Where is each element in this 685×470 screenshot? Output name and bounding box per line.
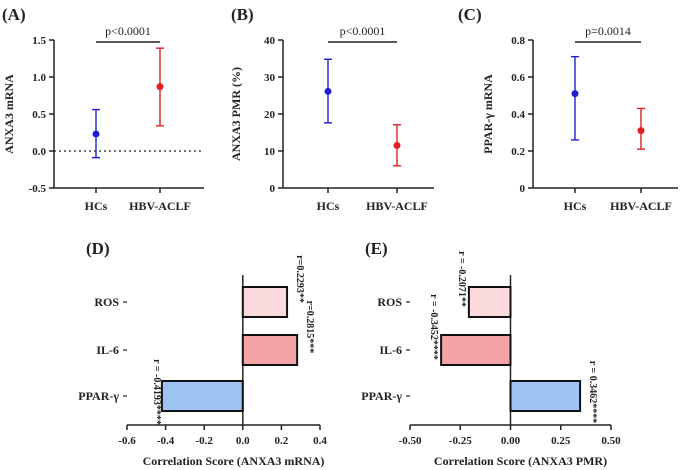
x-category-label: HCs (85, 199, 108, 213)
y-tick-label: 0.2 (511, 146, 525, 158)
errorbar-panel-0: (A) -0.5 0.0 0.5 1.0 1.5 ANXA3 mRNA HCs HBV-ACLF… (2, 5, 204, 213)
x-tick-label: 0.25 (551, 435, 571, 447)
mean-point (156, 83, 164, 91)
panel-label: (E) (365, 239, 388, 258)
r-value-label: r = -0.2071** (456, 251, 467, 307)
errorbar-panel-1: (B) 0 10 20 30 40 ANXA3 PMR (%) HCs HBV-ACLF p<0.… (229, 5, 434, 213)
r-value-label: r=0.2293** (294, 255, 305, 303)
y-tick-label: 0.5 (32, 109, 46, 121)
x-tick-label: 0.00 (501, 435, 521, 447)
x-tick-label: 0.4 (313, 435, 327, 447)
y-category-label: ROS (377, 295, 402, 309)
y-tick-label: 30 (264, 72, 276, 84)
y-tick-label: 1.5 (32, 35, 46, 47)
mean-point (637, 127, 645, 135)
correlation-panel-4: (E) -0.50 -0.25 0.00 0.25 0.50 Correlation Sco… (361, 239, 621, 468)
p-value-label: p<0.0001 (105, 24, 151, 38)
x-tick-label: -0.25 (449, 435, 472, 447)
x-tick-label: 0.50 (601, 435, 621, 447)
correlation-bar (467, 286, 512, 318)
r-value-label: r = -0.4193**** (151, 359, 162, 425)
correlation-bar (241, 334, 299, 366)
y-tick-label: 0.0 (32, 146, 46, 158)
y-category-label: IL-6 (379, 343, 402, 357)
y-tick-label: 1.0 (32, 72, 46, 84)
x-tick-label: 0.0 (236, 435, 250, 447)
y-tick-label: -0.5 (29, 183, 47, 195)
r-value-label: r = -0.3452**** (428, 294, 439, 360)
errorbar-panel-2: (C) 0 0.2 0.4 0.6 0.8 PPAR-γ mRNA HCs HBV-ACLF p=… (458, 5, 678, 213)
x-axis-label: Correlation Score (ANXA3 PMR) (434, 454, 607, 468)
y-tick-label: 0 (270, 183, 276, 195)
y-tick-label: 0.4 (511, 109, 525, 121)
y-axis-label: ANXA3 PMR (%) (229, 67, 243, 161)
r-value-label: r=0.2815*** (304, 301, 315, 354)
correlation-panel-3: (D) -0.6 -0.4 -0.2 0.0 0.2 0.4 Correlation Scor… (78, 239, 327, 468)
panel-label: (D) (86, 239, 110, 258)
y-axis-label: ANXA3 mRNA (2, 74, 16, 154)
y-category-label: ROS (94, 295, 119, 309)
x-category-label: HCs (564, 199, 587, 213)
correlation-bar (160, 380, 244, 412)
x-category-label: HBV-ACLF (610, 199, 672, 213)
x-axis-label: Correlation Score (ANXA3 mRNA) (143, 454, 325, 468)
y-tick-label: 20 (264, 109, 276, 121)
y-axis-label: PPAR-γ mRNA (481, 74, 495, 154)
correlation-bar (440, 334, 512, 366)
panel-label: (A) (2, 5, 26, 24)
y-category-label: IL-6 (96, 343, 119, 357)
x-tick-label: -0.50 (399, 435, 422, 447)
x-tick-label: -0.6 (118, 435, 136, 447)
y-tick-label: 0.8 (511, 35, 525, 47)
mean-point (92, 130, 100, 138)
x-tick-label: 0.2 (275, 435, 289, 447)
mean-point (571, 90, 579, 98)
x-tick-label: -0.2 (195, 435, 213, 447)
y-tick-label: 40 (264, 35, 276, 47)
y-tick-label: 10 (264, 146, 276, 158)
y-category-label: PPAR-γ (361, 389, 402, 403)
p-value-label: p=0.0014 (585, 24, 631, 38)
x-category-label: HBV-ACLF (366, 199, 428, 213)
x-category-label: HCs (317, 199, 340, 213)
panel-label: (B) (231, 5, 254, 24)
y-tick-label: 0.6 (511, 72, 525, 84)
x-tick-label: -0.4 (157, 435, 175, 447)
p-value-label: p<0.0001 (340, 24, 386, 38)
y-category-label: PPAR-γ (78, 389, 119, 403)
correlation-bar (509, 380, 582, 412)
mean-point (324, 87, 332, 95)
y-tick-label: 0 (520, 183, 526, 195)
panel-label: (C) (458, 5, 482, 24)
r-value-label: r = 0.3462**** (587, 361, 598, 423)
mean-point (393, 141, 401, 149)
correlation-bar (241, 286, 289, 318)
x-category-label: HBV-ACLF (129, 199, 191, 213)
